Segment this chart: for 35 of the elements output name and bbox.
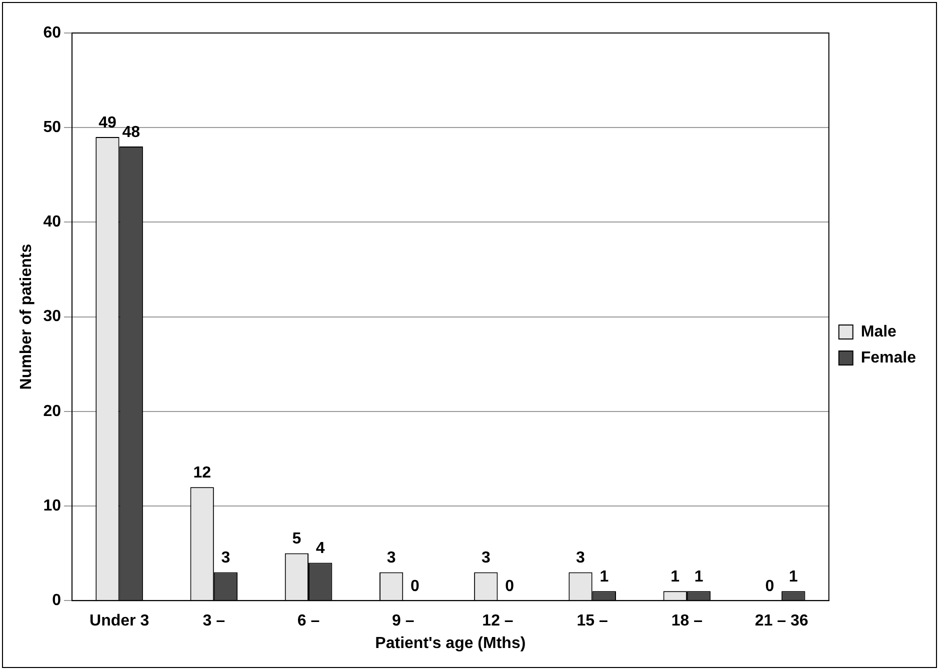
data-label: 0	[410, 578, 420, 596]
y-tick-label: 50	[43, 119, 62, 136]
data-label: 4	[316, 540, 325, 558]
x-tick-label: 6 –	[297, 612, 320, 630]
data-label: 3	[481, 550, 490, 567]
y-tick-label: 40	[43, 214, 62, 231]
data-label: 49	[98, 114, 116, 132]
data-label: 12	[193, 464, 212, 482]
y-tick-label: 0	[52, 592, 62, 610]
data-label: 3	[576, 550, 586, 567]
legend-label: Female	[860, 349, 916, 366]
x-tick-label: 9 –	[392, 612, 414, 630]
x-tick-label: 18 –	[671, 612, 703, 630]
x-tick-label: 3 –	[202, 612, 226, 630]
x-tick-label: 15 –	[576, 612, 608, 630]
legend-label: Male	[860, 323, 897, 340]
data-label: 1	[670, 568, 680, 586]
x-tick-label: Under 3	[90, 612, 150, 630]
x-axis-title: Patient's age (Mths)	[375, 634, 526, 652]
data-label: 1	[788, 568, 798, 586]
x-tick-label: 21 – 36	[754, 612, 808, 630]
y-tick-label: 10	[43, 497, 62, 514]
data-label: 1	[600, 568, 609, 586]
data-label: 3	[221, 550, 230, 567]
y-tick-label: 60	[43, 24, 62, 42]
data-label: 3	[386, 550, 396, 567]
y-tick-label: 20	[43, 402, 62, 420]
data-label: 48	[122, 124, 140, 141]
data-label: 0	[505, 578, 514, 596]
data-label: 0	[765, 578, 774, 596]
y-tick-label: 30	[43, 308, 62, 326]
data-label: 1	[694, 568, 704, 586]
y-axis-title: Number of patients	[18, 244, 36, 390]
data-label: 5	[292, 530, 302, 548]
x-tick-label: 12 –	[482, 612, 514, 630]
